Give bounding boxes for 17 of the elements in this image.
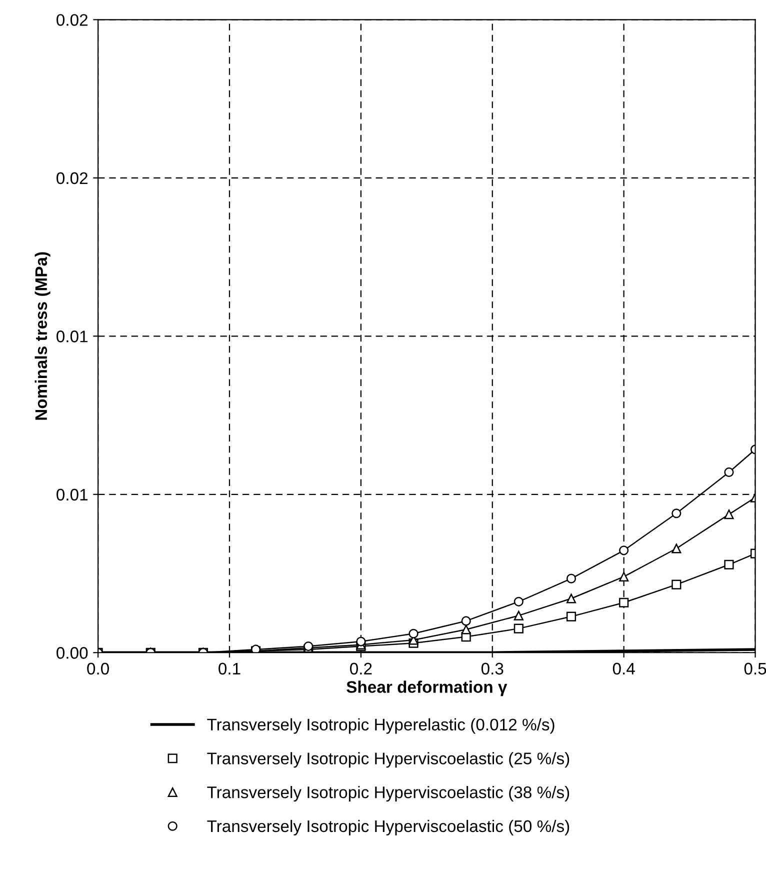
y-tick-label: 0.02 xyxy=(56,14,88,26)
legend-label: Transversely Isotropic Hyperelastic (0.012 %/s) xyxy=(207,718,554,734)
legend-label: Transversely Isotropic Hyperviscoelastic (50 %/s) xyxy=(207,820,570,836)
x-axis-title: Shear deformation γ xyxy=(346,680,508,696)
x-tick-label: 0.1 xyxy=(218,662,240,675)
y-tick-label: 0.02 xyxy=(56,172,88,184)
y-tick-label: 0.01 xyxy=(56,330,88,342)
y-tick-label: 0.01 xyxy=(56,488,88,501)
y-axis-title: Nominals tress (MPa) xyxy=(34,252,50,420)
x-tick-label: 0.0 xyxy=(87,662,109,675)
legend-label: Transversely Isotropic Hyperviscoelastic (38 %/s) xyxy=(207,786,570,802)
y-tick-label: 0.00 xyxy=(56,647,88,659)
x-tick-label: 0.5 xyxy=(744,662,766,675)
x-tick-label: 0.2 xyxy=(350,662,372,675)
x-tick-label: 0.4 xyxy=(612,662,635,675)
x-tick-label: 0.3 xyxy=(481,662,504,675)
legend-label: Transversely Isotropic Hyperviscoelastic (25 %/s) xyxy=(207,752,570,768)
